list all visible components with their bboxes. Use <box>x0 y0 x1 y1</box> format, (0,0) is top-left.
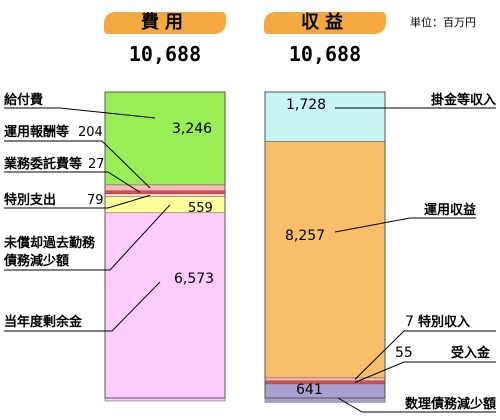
expense-leader-4 <box>4 204 171 271</box>
segment-1-3 <box>264 380 386 385</box>
expense-leader-5 <box>4 281 161 332</box>
unit-note: 単位：百万円 <box>410 16 476 29</box>
expense-label-5: 当年度剰余金 <box>4 314 83 330</box>
segment-0-0 <box>104 91 226 186</box>
segment-1-2 <box>264 377 386 382</box>
expense-leader-3 <box>4 194 151 209</box>
column-frame-0 <box>104 91 226 399</box>
revenue-label-1: 運用収益 <box>424 202 476 218</box>
revenue-value-2: 7 <box>405 314 414 330</box>
expense-leader-0 <box>4 107 156 119</box>
segment-0-1 <box>104 184 226 192</box>
expense-label-4a: 未償却過去勤務 <box>3 235 96 251</box>
segment-0-2 <box>104 190 226 195</box>
revenue-leader-1 <box>334 217 476 233</box>
column-frame-1 <box>264 91 386 399</box>
expense-value-2: 27 <box>88 157 105 172</box>
expense-leader-1 <box>4 140 151 189</box>
expense-title-banner: 費用 <box>104 12 226 34</box>
revenue-total: 10,688 <box>288 42 362 66</box>
segment-0-5 <box>104 212 226 402</box>
revenue-leader-4 <box>337 397 496 413</box>
expense-label-1: 運用報酬等 <box>4 124 69 140</box>
revenue-label-3: 受入金 <box>451 345 491 361</box>
revenue-value-1: 8,257 <box>285 228 325 244</box>
expense-label-3: 特別支出 <box>4 192 56 208</box>
revenue-label-0: 掛金等収入 <box>431 92 496 108</box>
revenue-title: 収益 <box>301 12 349 33</box>
expense-label-0: 給付費 <box>4 92 43 108</box>
expense-value-4: 559 <box>188 201 213 216</box>
expense-title: 費用 <box>141 12 189 33</box>
expense-value-0: 3,246 <box>172 121 212 137</box>
expense-value-3: 79 <box>87 193 104 208</box>
revenue-title-banner: 収益 <box>264 12 386 34</box>
revenue-value-3: 55 <box>395 345 413 361</box>
expense-label-2: 業務委託費等 <box>3 156 82 172</box>
revenue-leader-2 <box>354 330 496 380</box>
expense-value-5: 6,573 <box>174 271 214 287</box>
revenue-value-0: 1,728 <box>286 97 326 113</box>
revenue-leader-3 <box>354 361 496 383</box>
expense-leader-2 <box>4 171 141 193</box>
expense-value-1: 204 <box>78 125 103 140</box>
revenue-label-4: 数理債務減少額 <box>405 396 496 412</box>
expense-label-4b: 債務減少額 <box>3 253 69 269</box>
expense-total: 10,688 <box>128 42 202 66</box>
revenue-label-2: 特別収入 <box>418 314 470 330</box>
segment-1-4 <box>264 383 386 403</box>
revenue-value-4: 641 <box>296 382 323 398</box>
segment-0-3 <box>104 193 226 198</box>
segment-1-1 <box>264 141 386 379</box>
